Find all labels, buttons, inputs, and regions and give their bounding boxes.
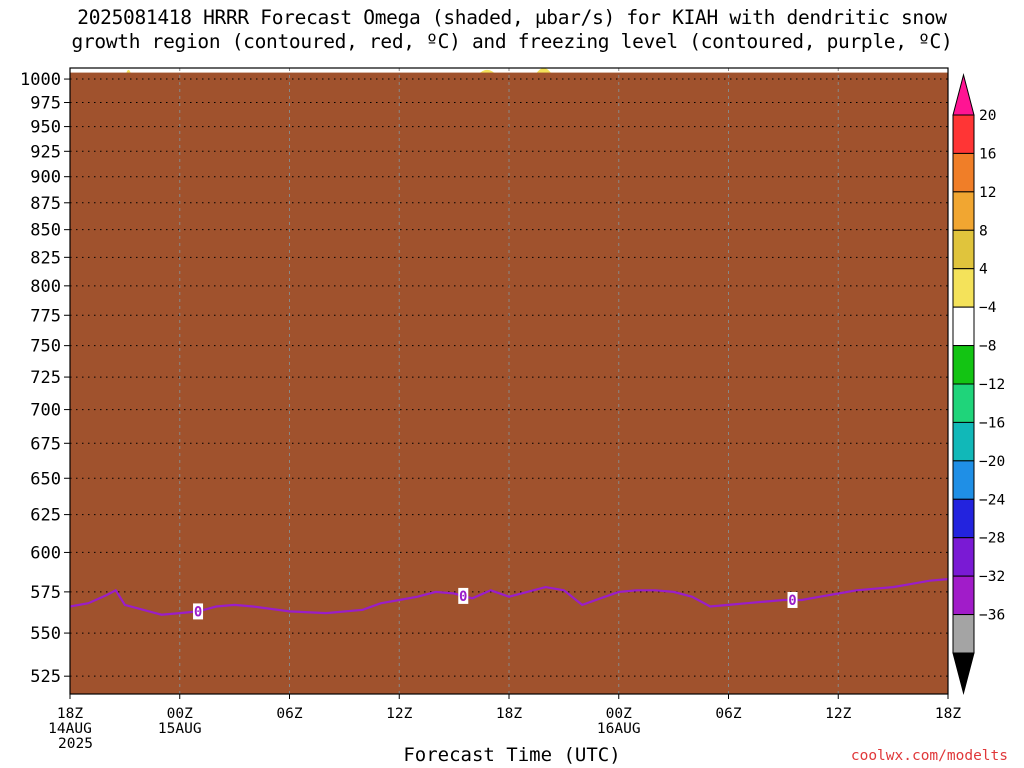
- colorbar-tick-label: −4: [979, 300, 997, 316]
- x-tick-label: 06Z: [715, 706, 741, 722]
- y-tick-label: 975: [30, 94, 61, 114]
- colorbar-tick-label: −16: [979, 415, 1005, 431]
- y-tick-label: 525: [30, 667, 61, 687]
- y-tick-label: 950: [30, 118, 61, 138]
- x-tick-label: 12Z: [825, 706, 851, 722]
- freezing-level-label: 0: [459, 589, 467, 605]
- freezing-level-line: [70, 578, 948, 616]
- colorbar-bin: [952, 575, 975, 616]
- colorbar-bin: [952, 498, 975, 539]
- freezing-level-label-bg: [787, 591, 798, 608]
- freezing-level-label-bg: [193, 603, 204, 620]
- y-tick-label: 775: [30, 306, 61, 326]
- colorbar-bin: [952, 268, 975, 308]
- y-tick-label: 575: [30, 583, 61, 603]
- freezing-level-label: 0: [788, 593, 796, 609]
- freezing-level-label-bg: [458, 587, 469, 604]
- colorbar-bin: [952, 614, 975, 654]
- omega-shading: [70, 68, 948, 694]
- y-tick-label: 700: [30, 401, 61, 421]
- colorbar-tick-label: 8: [979, 223, 988, 239]
- colorbar-bin: [952, 229, 975, 270]
- colorbar-bin: [952, 114, 975, 154]
- x-tick-label: 2025: [58, 736, 93, 752]
- x-tick-label: 00Z: [167, 706, 193, 722]
- colorbar-tick-label: −28: [979, 531, 1005, 547]
- freezing-level-contour: 0 0 0: [70, 578, 948, 620]
- y-tick-label: 825: [30, 248, 61, 268]
- colorbar-bin: [952, 191, 975, 231]
- x-tick-label: 18Z: [57, 706, 83, 722]
- y-tick-label: 625: [30, 506, 61, 526]
- y-tick-label: 1000: [20, 70, 61, 90]
- title-line-1: 2025081418 HRRR Forecast Omega (shaded, …: [77, 6, 947, 29]
- chart-title: 2025081418 HRRR Forecast Omega (shaded, …: [0, 6, 1024, 54]
- colorbar-bin: [952, 421, 975, 462]
- colorbar-tick-label: 12: [979, 185, 996, 201]
- grid-lines: [70, 68, 948, 694]
- site-credit: coolwx.com/modelts: [850, 748, 1008, 764]
- y-tick-label: 550: [30, 624, 61, 644]
- colorbar-bin: [952, 460, 975, 500]
- x-tick-label: 12Z: [386, 706, 412, 722]
- colorbar-bin: [952, 537, 975, 577]
- y-tick-label: 725: [30, 368, 61, 388]
- colorbar-bin: [952, 383, 975, 423]
- x-tick-label: 16AUG: [597, 721, 641, 737]
- x-tick-label: 06Z: [276, 706, 302, 722]
- y-tick-label: 675: [30, 434, 61, 454]
- colorbar-tick-label: −36: [979, 608, 1005, 624]
- colorbar-top-arrow: [952, 73, 975, 116]
- x-tick-label: 18Z: [496, 706, 522, 722]
- colorbar-tick-label: −12: [979, 377, 1005, 393]
- freezing-level-label: 0: [194, 604, 202, 620]
- title-line-2: growth region (contoured, red, ºC) and f…: [71, 30, 953, 53]
- y-tick-label: 600: [30, 543, 61, 563]
- colorbar-tick-label: 20: [979, 108, 996, 124]
- colorbar-bin: [952, 152, 975, 193]
- colorbar-bin: [952, 306, 975, 347]
- y-tick-label: 650: [30, 469, 61, 489]
- x-axis-label: Forecast Time (UTC): [403, 744, 621, 766]
- colorbar-bin: [952, 345, 975, 385]
- colorbar-tick-label: 4: [979, 262, 988, 278]
- x-tick-label: 15AUG: [158, 721, 202, 737]
- colorbar-tick-label: −24: [979, 492, 1005, 508]
- colorbar-tick-label: −32: [979, 569, 1005, 585]
- x-tick-label: 00Z: [606, 706, 632, 722]
- y-tick-label: 850: [30, 221, 61, 241]
- colorbar-tick-label: −8: [979, 339, 996, 355]
- x-tick-label: 14AUG: [48, 721, 92, 737]
- y-tick-label: 800: [30, 277, 61, 297]
- colorbar-bottom-arrow: [952, 652, 975, 695]
- y-axis: 525 550 575 600 625 650 675 700 725 750 775 800 825 8…: [20, 70, 70, 687]
- y-tick-label: 925: [30, 142, 61, 162]
- x-tick-label: 18Z: [935, 706, 961, 722]
- colorbar-tick-label: 16: [979, 146, 996, 162]
- y-tick-label: 750: [30, 337, 61, 357]
- y-tick-label: 875: [30, 194, 61, 214]
- colorbar: 20 16 12 8 4 −4 −8 −12 −16 −20 −24 −28 −32 −36: [952, 73, 1005, 695]
- y-tick-label: 900: [30, 168, 61, 188]
- colorbar-tick-label: −20: [979, 454, 1005, 470]
